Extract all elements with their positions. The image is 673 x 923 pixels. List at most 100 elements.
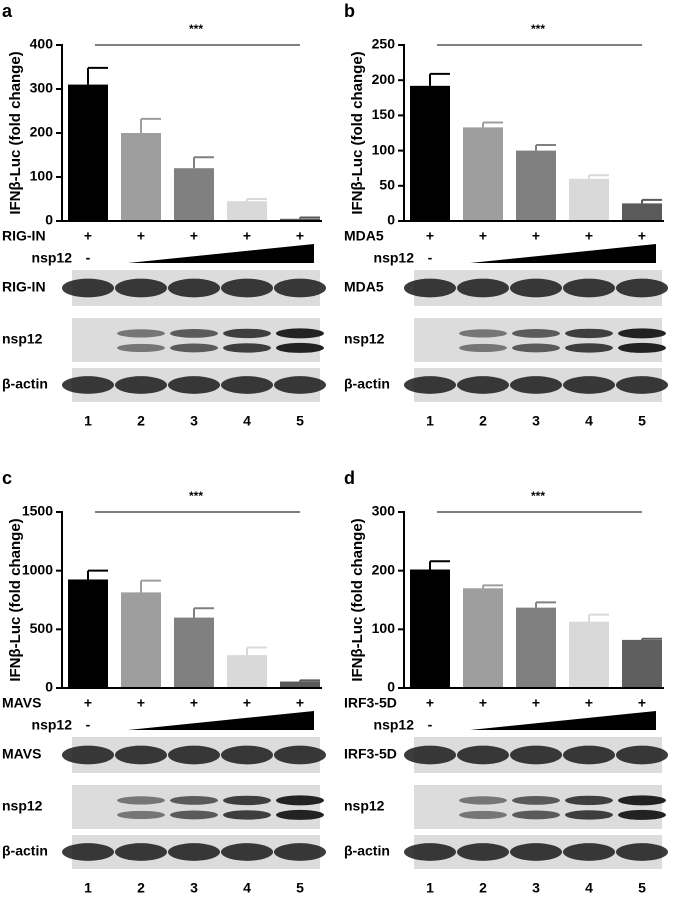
blot-band <box>404 376 456 394</box>
blot-band <box>510 745 562 765</box>
y-tick-label: 500 <box>30 620 54 636</box>
bar <box>463 588 503 688</box>
blot-band <box>117 343 165 353</box>
y-tick-label: 200 <box>30 124 54 140</box>
blot-band <box>276 809 324 820</box>
blot-band <box>170 329 218 338</box>
blot-label: IRF3-5D <box>344 746 397 762</box>
treatment-mark: + <box>190 695 198 711</box>
treatment-label: RIG-IN <box>2 228 46 244</box>
blot-band <box>170 810 218 820</box>
bar <box>227 201 267 221</box>
blot-band <box>62 843 114 861</box>
bar <box>410 569 450 688</box>
blot-band <box>512 810 560 820</box>
blot-band <box>221 745 273 765</box>
significance: *** <box>189 489 203 503</box>
blot-label: β-actin <box>344 843 390 859</box>
treatment-label: nsp12 <box>32 717 73 733</box>
bar <box>280 218 320 221</box>
blot-band <box>168 376 220 394</box>
y-tick-label: 200 <box>372 561 396 577</box>
treatment-label: IRF3-5D <box>344 695 397 711</box>
bar <box>463 127 503 221</box>
blot-band <box>168 745 220 765</box>
blot-band <box>276 795 324 806</box>
panel-letter: a <box>2 1 13 21</box>
blot-label: MDA5 <box>344 279 384 295</box>
y-tick-label: 50 <box>379 177 395 193</box>
panel: d IFNβ-Luc (fold change) *** 0 100 200 300 IRF3… <box>344 468 668 896</box>
lane-number: 5 <box>638 880 646 896</box>
blot-band <box>512 343 560 353</box>
y-tick-label: 100 <box>30 168 54 184</box>
blot-band <box>274 376 326 394</box>
y-tick-label: 0 <box>387 212 395 228</box>
blot-band <box>563 278 615 298</box>
blot-band <box>115 843 167 861</box>
lane-number: 3 <box>532 880 540 896</box>
lane-number: 1 <box>426 880 434 896</box>
blot-label: nsp12 <box>344 798 385 814</box>
y-tick-label: 400 <box>30 36 54 52</box>
blot-band <box>223 795 271 806</box>
treatment-mark: + <box>585 695 593 711</box>
treatment-mark: + <box>296 695 304 711</box>
blot-label: RIG-IN <box>2 279 46 295</box>
treatment-label: nsp12 <box>374 717 415 733</box>
blot-band <box>274 843 326 861</box>
blot-label: nsp12 <box>344 331 385 347</box>
bar <box>622 639 662 688</box>
blot-band <box>510 376 562 394</box>
treatment-mark: + <box>190 228 198 244</box>
blot-band <box>618 795 666 806</box>
blot-band <box>62 278 114 298</box>
blot-band <box>510 843 562 861</box>
lane-number: 1 <box>84 413 92 429</box>
blot-band <box>62 376 114 394</box>
y-axis-title: IFNβ-Luc (fold change) <box>7 518 24 681</box>
treatment-mark: + <box>243 695 251 711</box>
bar <box>280 681 320 688</box>
treatment-mark: + <box>84 695 92 711</box>
treatment-label: nsp12 <box>32 250 73 266</box>
blot-label: MAVS <box>2 746 41 762</box>
blot-band <box>168 843 220 861</box>
panel-letter: c <box>2 468 12 488</box>
blot-band <box>223 328 271 339</box>
significance: *** <box>189 22 203 36</box>
lane-number: 5 <box>296 413 304 429</box>
treatment-mark: + <box>638 695 646 711</box>
blot-band <box>457 376 509 394</box>
blot-band <box>563 745 615 765</box>
blot-band <box>457 278 509 298</box>
treatment-mark: + <box>585 228 593 244</box>
y-tick-label: 200 <box>372 71 396 87</box>
y-tick-label: 0 <box>45 212 53 228</box>
blot-band <box>459 343 507 353</box>
y-axis-title: IFNβ-Luc (fold change) <box>349 51 366 214</box>
blot-band <box>117 796 165 805</box>
blot-label: β-actin <box>2 376 48 392</box>
bar <box>121 592 161 688</box>
blot-band <box>459 810 507 820</box>
y-axis-title: IFNβ-Luc (fold change) <box>349 518 366 681</box>
blot-label: nsp12 <box>2 798 43 814</box>
blot-band <box>510 278 562 298</box>
blot-band <box>565 343 613 353</box>
bar <box>569 178 609 221</box>
y-tick-label: 1500 <box>22 503 53 519</box>
lane-number: 3 <box>190 413 198 429</box>
lane-number: 3 <box>190 880 198 896</box>
bar <box>410 85 450 221</box>
lane-number: 3 <box>532 413 540 429</box>
blot-band <box>512 329 560 338</box>
blot-band <box>274 745 326 765</box>
panel-letter: b <box>344 1 355 21</box>
blot-band <box>616 843 668 861</box>
treatment-mark: + <box>532 695 540 711</box>
blot-band <box>565 328 613 339</box>
treatment-mark: - <box>428 717 433 733</box>
significance: *** <box>531 489 545 503</box>
y-tick-label: 1000 <box>22 561 53 577</box>
